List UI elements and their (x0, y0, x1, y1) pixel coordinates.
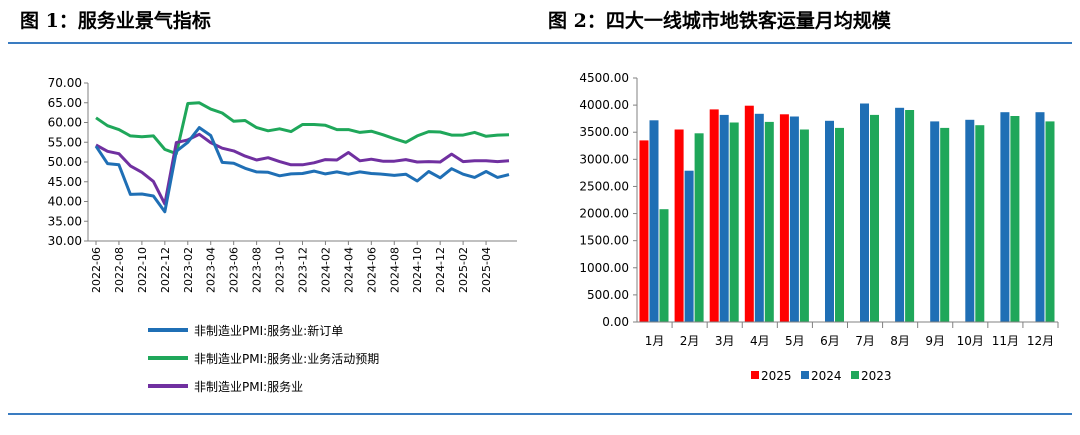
x-tick-label: 10月 (957, 334, 984, 348)
legend-label: 2024 (811, 369, 842, 383)
x-tick-label: 2023-08 (251, 247, 264, 293)
bottom-divider (8, 413, 1072, 415)
top-divider (8, 42, 1072, 44)
legend-swatch (801, 371, 809, 379)
y-tick-label: 2500.00 (579, 179, 629, 193)
bar-2023 (1045, 121, 1055, 323)
y-tick-label: 1500.00 (579, 234, 629, 248)
bar-2023 (975, 125, 985, 322)
x-tick-label: 2024-08 (388, 247, 401, 293)
bar-2024 (684, 170, 694, 322)
bar-2024 (719, 114, 729, 323)
series-line-1 (94, 126, 510, 214)
bar-2023 (870, 114, 879, 323)
bar-2024 (789, 116, 799, 322)
legend-swatch (751, 371, 759, 379)
x-tick-label: 11月 (992, 334, 1019, 348)
y-tick-label: 3500.00 (579, 125, 629, 139)
y-tick-label: 2000.00 (579, 207, 629, 221)
y-tick-label: 4000.00 (579, 98, 629, 112)
legend-label: 非制造业PMI:服务业:新订单 (194, 323, 343, 338)
x-tick-label: 2024-06 (365, 247, 378, 293)
x-tick-label: 2025-04 (480, 247, 493, 293)
x-tick-label: 2024-04 (342, 247, 355, 293)
y-tick-label: 4500.00 (579, 71, 629, 85)
x-tick-label: 2023-06 (228, 247, 241, 293)
y-tick-label: 55.00 (48, 135, 82, 149)
bar-2023 (729, 122, 739, 322)
bar-2023 (905, 110, 915, 322)
y-tick-label: 65.00 (48, 96, 82, 110)
bar-2023 (940, 127, 950, 323)
x-tick-label: 8月 (890, 334, 910, 348)
legend-label: 2023 (861, 369, 892, 383)
bar-2024 (1000, 112, 1010, 322)
chart-title-service-pmi: 图 1：服务业景气指标 (20, 10, 211, 32)
x-tick-label: 2023-12 (297, 247, 310, 293)
x-tick-label: 2024-02 (319, 247, 332, 293)
bar-2025 (744, 105, 754, 322)
y-tick-label: 0.00 (602, 315, 629, 329)
series-line-2 (95, 101, 510, 156)
bar-2024 (1035, 112, 1045, 322)
bar-2023 (835, 127, 844, 323)
y-tick-label: 500.00 (587, 288, 629, 302)
bar-2025 (674, 129, 684, 322)
x-tick-label: 2022-12 (159, 247, 172, 293)
x-tick-label: 2023-10 (274, 247, 287, 293)
y-tick-label: 45.00 (48, 175, 82, 189)
y-tick-label: 30.00 (48, 234, 82, 248)
y-tick-label: 1000.00 (579, 261, 629, 275)
x-tick-label: 2月 (680, 334, 700, 348)
x-tick-label: 2023-04 (205, 247, 218, 293)
bar-2024 (825, 120, 834, 322)
x-tick-label: 3月 (715, 334, 735, 348)
x-tick-label: 2022-10 (136, 247, 149, 293)
y-tick-label: 60.00 (48, 116, 82, 130)
bar-2025 (779, 114, 789, 322)
legend-swatch (851, 371, 859, 379)
x-tick-label: 1月 (645, 334, 665, 348)
x-tick-label: 7月 (855, 334, 875, 348)
bar-2024 (649, 120, 659, 322)
bar-2023 (659, 209, 669, 322)
bar-2023 (799, 129, 809, 322)
bar-2023 (694, 133, 704, 322)
x-tick-label: 6月 (820, 334, 840, 348)
legend-label: 非制造业PMI:服务业:业务活动预期 (194, 351, 379, 366)
bar-2023 (1010, 116, 1020, 322)
x-tick-label: 2024-12 (434, 247, 447, 293)
x-tick-label: 12月 (1027, 334, 1054, 348)
x-tick-label: 5月 (785, 334, 805, 348)
x-tick-label: 2022-08 (113, 247, 126, 293)
bar-2024 (965, 119, 975, 322)
bar-2024 (930, 121, 940, 323)
bar-2024 (895, 107, 905, 322)
y-tick-label: 50.00 (48, 155, 82, 169)
bar-2023 (764, 121, 774, 323)
y-tick-label: 70.00 (48, 76, 82, 90)
x-tick-label: 2023-02 (182, 247, 195, 293)
x-tick-label: 4月 (750, 334, 770, 348)
bar-2025 (639, 140, 649, 322)
x-tick-label: 2024-10 (411, 247, 424, 293)
bar-2024 (754, 113, 764, 322)
legend-label: 2025 (761, 369, 792, 383)
y-tick-label: 40.00 (48, 195, 82, 209)
y-tick-label: 35.00 (48, 214, 82, 228)
x-tick-label: 2022-06 (90, 247, 103, 293)
y-tick-label: 3000.00 (579, 152, 629, 166)
x-tick-label: 9月 (925, 334, 945, 348)
chart-title-metro-ridership: 图 2：四大一线城市地铁客运量月均规模 (548, 10, 891, 32)
legend-label: 非制造业PMI:服务业 (194, 379, 303, 394)
bar-2024 (860, 103, 869, 322)
x-tick-label: 2025-02 (457, 247, 470, 293)
bar-2025 (709, 109, 719, 323)
